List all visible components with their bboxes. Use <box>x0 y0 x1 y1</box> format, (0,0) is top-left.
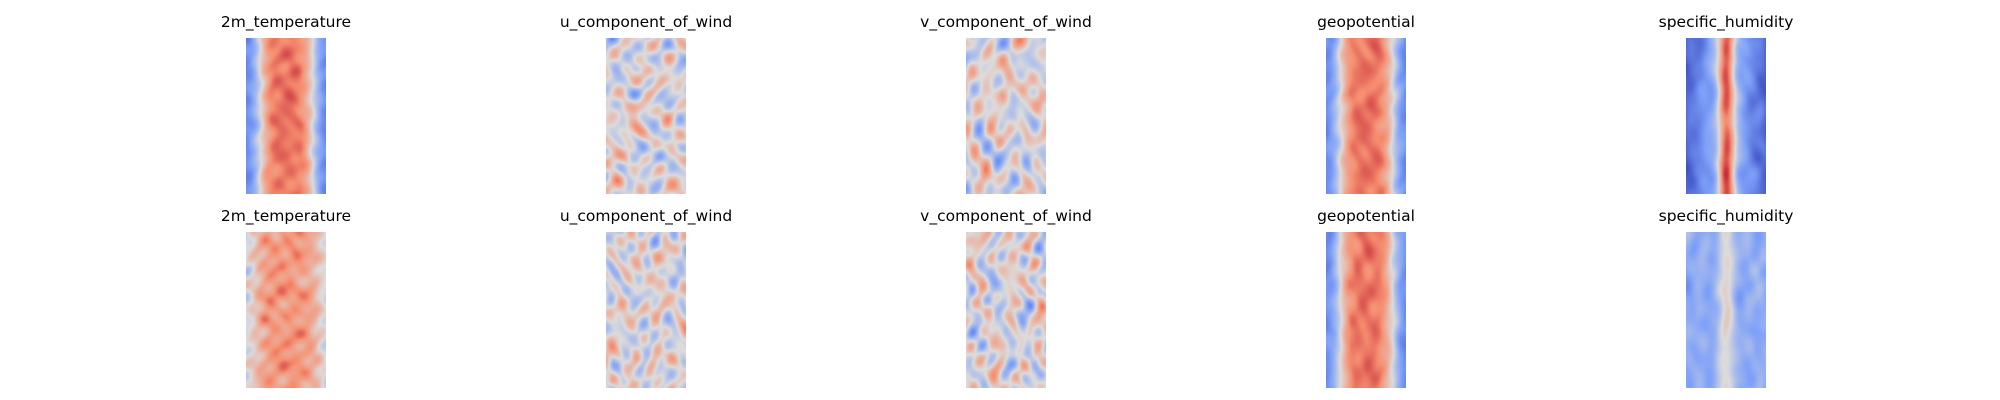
panel-title: specific_humidity <box>1658 207 1794 225</box>
heatmap-v-component-of-wind <box>966 232 1046 388</box>
panel-title: geopotential <box>1317 13 1415 31</box>
heatmap-u-component-of-wind <box>606 232 686 388</box>
heatmap-specific-humidity <box>1686 38 1766 194</box>
panel-title: geopotential <box>1317 207 1415 225</box>
heatmap-2m-temperature <box>246 232 326 388</box>
heatmap-v-component-of-wind <box>966 38 1046 194</box>
heatmap-geopotential <box>1326 38 1406 194</box>
panel-title: v_component_of_wind <box>920 207 1092 225</box>
heatmap-specific-humidity <box>1686 232 1766 388</box>
heatmap-u-component-of-wind <box>606 38 686 194</box>
panel-title: 2m_temperature <box>220 207 352 225</box>
heatmap-2m-temperature <box>246 38 326 194</box>
panel-title: v_component_of_wind <box>920 13 1092 31</box>
panel-title: 2m_temperature <box>220 13 352 31</box>
panel-title: u_component_of_wind <box>559 13 733 31</box>
heatmap-geopotential <box>1326 232 1406 388</box>
panel-title: u_component_of_wind <box>559 207 733 225</box>
panel-title: specific_humidity <box>1658 13 1794 31</box>
